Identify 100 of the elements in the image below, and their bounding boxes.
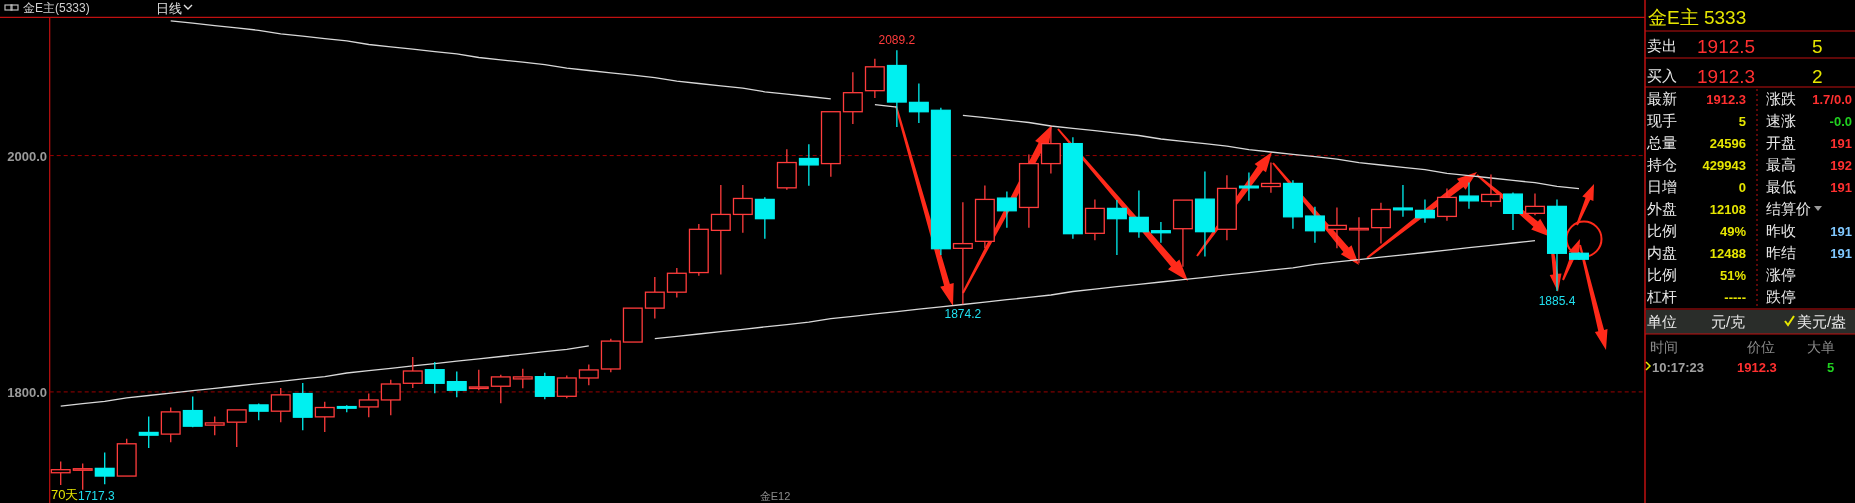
text: 1912.3: [1737, 360, 1777, 375]
text: 12488: [1709, 246, 1746, 261]
text: 最新: [1647, 90, 1677, 107]
text: 买入: [1647, 67, 1677, 84]
candlestick: [952, 201, 973, 305]
candlestick: [226, 409, 247, 448]
candlestick: [1392, 184, 1413, 218]
annotation: 1885.4: [1538, 293, 1576, 308]
candlestick: [1458, 181, 1479, 210]
text: 最高: [1766, 156, 1796, 173]
text: 内盘: [1647, 244, 1677, 261]
candlestick: [94, 451, 115, 485]
text: 结算价: [1766, 200, 1811, 217]
candlestick: [1414, 198, 1435, 224]
candlestick: [798, 143, 819, 187]
candlestick: [1018, 153, 1039, 229]
text: 1.7/0.0: [1812, 92, 1852, 107]
candlestick: [1150, 221, 1171, 244]
y-tick-label: 2000.0: [7, 148, 47, 164]
text: 2: [1812, 66, 1823, 87]
text: 最低: [1766, 178, 1796, 195]
text: 49%: [1719, 224, 1747, 239]
annotation: 1874.2: [944, 307, 982, 322]
text: 191: [1830, 180, 1852, 195]
text: 单位: [1647, 313, 1677, 330]
chart-title: 金E主(5333): [23, 1, 90, 15]
text: 0: [1738, 180, 1746, 195]
text: 5: [1827, 360, 1835, 375]
text: 总量: [1646, 134, 1677, 151]
text: 比例: [1647, 266, 1677, 283]
annotation: 金E12: [759, 490, 791, 502]
candlestick: [1304, 206, 1325, 244]
candlestick: [908, 82, 929, 124]
text: 开盘: [1766, 134, 1796, 151]
candlestick: [974, 184, 995, 249]
candlestick: [1348, 216, 1369, 264]
text: 金E主 5333: [1648, 7, 1747, 28]
candlestick: [1172, 199, 1193, 268]
y-tick-label: 1800.0: [7, 384, 47, 400]
text: 杠杆: [1646, 288, 1677, 305]
text: 元/克: [1711, 313, 1746, 330]
candlestick: [842, 71, 863, 125]
text: 429943: [1702, 158, 1746, 173]
text: 1912.3: [1706, 92, 1746, 107]
candlestick: [1370, 202, 1391, 245]
text: 大单: [1807, 339, 1835, 355]
chart-subtitle: 日线: [156, 1, 182, 16]
candlestick: [1040, 126, 1061, 175]
candlestick: [1106, 199, 1127, 256]
text: 涨跌: [1766, 90, 1796, 107]
text: 昨收: [1766, 222, 1796, 239]
candlestick: [424, 361, 445, 394]
text: 191: [1830, 136, 1852, 151]
candlestick: [1480, 173, 1501, 208]
text: 速涨: [1766, 112, 1796, 129]
text: 时间: [1650, 339, 1678, 355]
text: 比例: [1647, 222, 1677, 239]
text: 10:17:23: [1652, 360, 1705, 375]
candlestick: [1502, 191, 1523, 231]
text: -0.0: [1829, 114, 1852, 129]
candlestick: [754, 196, 775, 240]
candlestick: [864, 58, 885, 99]
candlestick: [1128, 189, 1149, 239]
text: 日增: [1647, 178, 1677, 195]
text: 192: [1830, 158, 1852, 173]
text: 涨停: [1766, 266, 1796, 283]
annotation: 70天: [51, 487, 79, 502]
candlestick: [1436, 187, 1457, 222]
candlestick: [1524, 192, 1545, 216]
text: 美元/盎: [1797, 313, 1847, 330]
annotation: 1717.3: [78, 489, 116, 503]
candlestick: [1084, 198, 1105, 241]
candlestick: [1216, 174, 1237, 241]
annotation: 2089.2: [878, 33, 916, 48]
candlestick: [534, 372, 555, 400]
text: 191: [1830, 246, 1852, 261]
candlestick: [138, 415, 159, 449]
text: 191: [1830, 224, 1852, 239]
text: 外盘: [1647, 200, 1677, 217]
text: -----: [1724, 290, 1746, 305]
candlestick: [622, 307, 643, 343]
text: 现手: [1647, 112, 1677, 129]
text: 持仓: [1647, 156, 1677, 173]
text: 1912.5: [1697, 36, 1756, 57]
candlestick: [446, 370, 467, 398]
candlestick: [1260, 161, 1281, 194]
text: 5: [1738, 114, 1746, 129]
candlestick: [710, 184, 731, 276]
text: 价位: [1746, 339, 1775, 355]
candlestick: [182, 395, 203, 428]
text: 12108: [1709, 202, 1746, 217]
candlestick: [1326, 206, 1347, 249]
text: 1912.3: [1697, 66, 1756, 87]
text: 卖出: [1647, 37, 1677, 54]
candlestick: [292, 382, 313, 431]
text: 51%: [1719, 268, 1747, 283]
text: 24596: [1709, 136, 1746, 151]
candlestick: [996, 190, 1017, 229]
text: 跌停: [1766, 288, 1796, 305]
text: 5: [1812, 36, 1823, 57]
